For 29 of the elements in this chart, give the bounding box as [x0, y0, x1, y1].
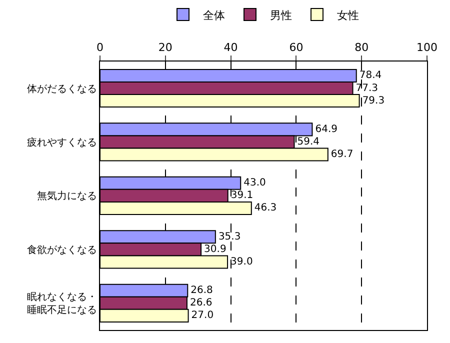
data-label: 79.3 — [362, 95, 385, 106]
y-tick-label: 疲れやすくなる — [27, 136, 97, 148]
data-label: 35.3 — [218, 231, 241, 242]
data-label: 77.3 — [356, 82, 378, 94]
y-tick-label: 眠れなくなる・睡眠不足になる — [27, 292, 97, 316]
x-tick-label: 40 — [224, 41, 238, 54]
data-label: 69.7 — [330, 149, 354, 160]
y-tick-label: 無気力になる — [37, 190, 97, 202]
data-label: 39.1 — [230, 190, 254, 202]
y-tick-label: 体がだるくなる — [27, 82, 97, 95]
legend-label: 男性 — [270, 8, 292, 22]
x-tick-label: 60 — [289, 41, 304, 54]
data-label: 59.4 — [297, 136, 320, 148]
y-tick-label: 食欲がなくなる — [27, 244, 97, 256]
data-label: 26.6 — [190, 298, 212, 309]
data-label: 30.9 — [204, 244, 226, 255]
data-label: 64.9 — [315, 124, 338, 135]
legend-label: 女性 — [337, 8, 359, 22]
x-tick-label: 100 — [416, 41, 438, 54]
x-tick-label: 20 — [158, 41, 172, 54]
data-label: 46.3 — [254, 202, 277, 214]
legend-label: 全体 — [203, 8, 225, 22]
data-label: 43.0 — [244, 178, 266, 189]
data-label: 26.8 — [190, 285, 213, 296]
data-label: 27.0 — [191, 310, 214, 322]
x-tick-label: 0 — [96, 41, 104, 54]
data-label: 78.4 — [359, 70, 382, 82]
data-label: 39.0 — [230, 256, 253, 268]
x-tick-label: 80 — [354, 41, 369, 54]
